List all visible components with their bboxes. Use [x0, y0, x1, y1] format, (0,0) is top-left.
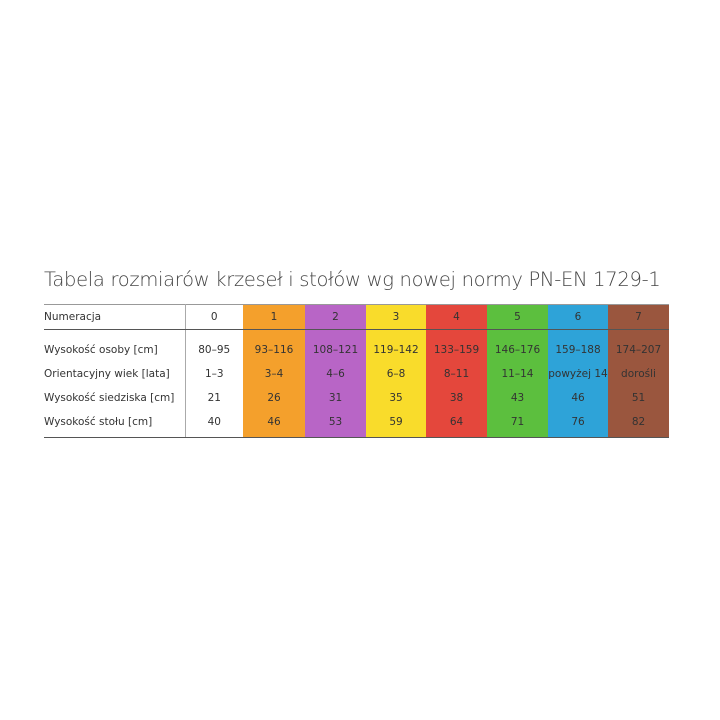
table-title: Tabela rozmiarów krzeseł i stołów wg now…	[44, 268, 661, 291]
cell-size-3: 35	[366, 386, 426, 410]
row-label: Wysokość osoby [cm]	[44, 338, 186, 362]
cell-size-2: 53	[305, 410, 366, 438]
cell-size-7: 82	[608, 410, 669, 438]
cell-size-0: 80–95	[185, 338, 243, 362]
cell-size-0: 0	[185, 304, 243, 330]
table-row: Wysokość siedziska [cm] 21 26 31 35 38 43 46 51	[44, 386, 669, 410]
cell-size-4: 133–159	[426, 338, 487, 362]
cell-size-5: 71	[487, 410, 548, 438]
cell-size-2: 4–6	[305, 362, 366, 386]
cell-size-0: 40	[185, 410, 243, 438]
size-table: Numeracja 0 1 2 3 4 5 6 7 Wysokość osoby [cm] 80–9…	[44, 304, 669, 438]
cell-size-4: 4	[426, 304, 487, 330]
cell-size-6: 6	[548, 304, 608, 330]
cell-size-4: 64	[426, 410, 487, 438]
cell-size-3: 3	[366, 304, 426, 330]
cell-size-1: 93–116	[243, 338, 305, 362]
table-row: Wysokość stołu [cm] 40 46 53 59 64 71 76 82	[44, 410, 669, 438]
cell-size-5: 43	[487, 386, 548, 410]
cell-size-7: 51	[608, 386, 669, 410]
header-row: Numeracja 0 1 2 3 4 5 6 7	[44, 304, 669, 330]
cell-size-2: 108–121	[305, 338, 366, 362]
cell-size-3: 59	[366, 410, 426, 438]
cell-size-1: 26	[243, 386, 305, 410]
spacer-row	[44, 329, 669, 338]
row-label: Orientacyjny wiek [lata]	[44, 362, 186, 386]
cell-size-7: dorośli	[608, 362, 669, 386]
cell-size-3: 119–142	[366, 338, 426, 362]
cell-size-3: 6–8	[366, 362, 426, 386]
row-label: Numeracja	[44, 304, 186, 330]
table-row: Wysokość osoby [cm] 80–95 93–116 108–121 119…	[44, 338, 669, 362]
cell-size-6: powyżej 14	[548, 362, 608, 386]
cell-size-5: 5	[487, 304, 548, 330]
cell-size-2: 2	[305, 304, 366, 330]
cell-size-1: 1	[243, 304, 305, 330]
cell-size-1: 3–4	[243, 362, 305, 386]
cell-size-5: 146–176	[487, 338, 548, 362]
cell-size-0: 1–3	[185, 362, 243, 386]
cell-size-5: 11–14	[487, 362, 548, 386]
cell-size-6: 159–188	[548, 338, 608, 362]
cell-size-4: 8–11	[426, 362, 487, 386]
cell-size-7: 174–207	[608, 338, 669, 362]
cell-size-4: 38	[426, 386, 487, 410]
cell-size-0: 21	[185, 386, 243, 410]
cell-size-6: 46	[548, 386, 608, 410]
cell-size-1: 46	[243, 410, 305, 438]
cell-size-2: 31	[305, 386, 366, 410]
cell-size-7: 7	[608, 304, 669, 330]
table-row: Orientacyjny wiek [lata] 1–3 3–4 4–6 6–8 8–11…	[44, 362, 669, 386]
cell-size-6: 76	[548, 410, 608, 438]
row-label: Wysokość stołu [cm]	[44, 410, 186, 438]
row-label: Wysokość siedziska [cm]	[44, 386, 186, 410]
